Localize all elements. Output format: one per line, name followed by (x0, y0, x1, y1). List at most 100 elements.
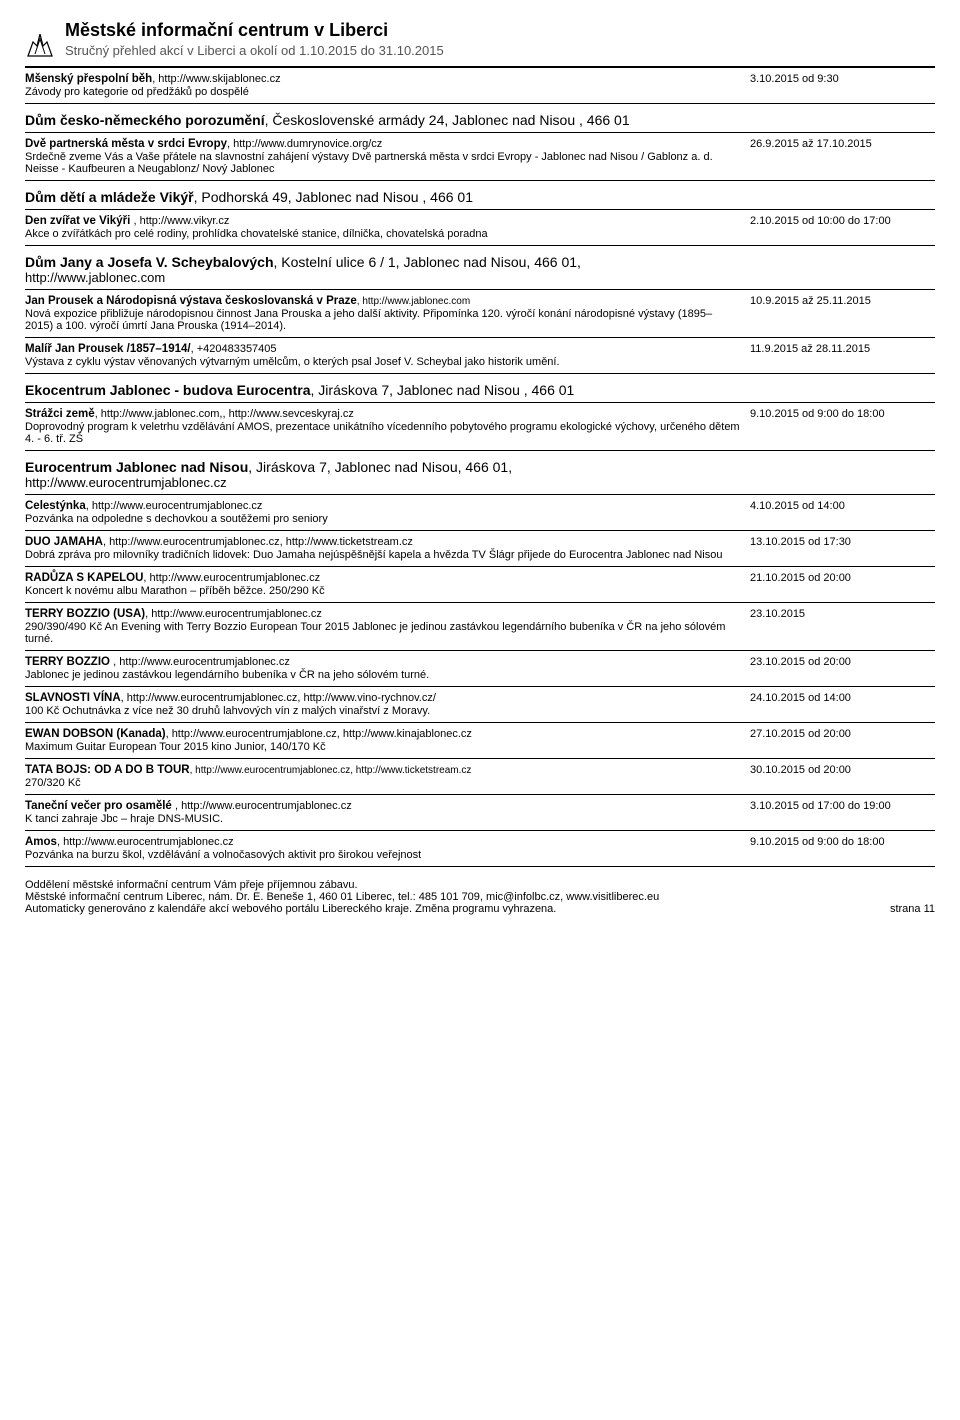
event-row: Mšenský přespolní běh, http://www.skijab… (25, 68, 935, 104)
event-content: DUO JAMAHA, http://www.eurocentrumjablon… (25, 536, 750, 561)
event-content: Jan Prousek a Národopisná výstava českos… (25, 295, 750, 332)
footer-text: Oddělení městské informační centrum Vám … (25, 879, 890, 915)
event-desc: Pozvánka na burzu škol, vzdělávání a vol… (25, 849, 740, 861)
event-desc: Nová expozice přibližuje národopisnou či… (25, 308, 740, 332)
event-url: , http://www.eurocentrumjablonec.cz (143, 572, 320, 584)
event-title: Jan Prousek a Národopisná výstava českos… (25, 295, 357, 307)
event-content: Den zvířat ve Vikýři , http://www.vikyr.… (25, 215, 750, 240)
event-title: Celestýnka (25, 500, 86, 512)
event-title: TERRY BOZZIO (25, 656, 113, 668)
event-row: SLAVNOSTI VÍNA, http://www.eurocentrumja… (25, 687, 935, 723)
event-title: Dvě partnerská města v srdci Evropy (25, 138, 227, 150)
event-row: DUO JAMAHA, http://www.eurocentrumjablon… (25, 531, 935, 567)
event-content: EWAN DOBSON (Kanada), http://www.eurocen… (25, 728, 750, 753)
event-row: Jan Prousek a Národopisná výstava českos… (25, 290, 935, 338)
venue-header: Eurocentrum Jablonec nad Nisou, Jiráskov… (25, 451, 935, 495)
venue-name: Dům dětí a mládeže Vikýř (25, 189, 194, 205)
event-url: , http://www.eurocentrumjablonec.cz (57, 836, 234, 848)
event-desc: 270/320 Kč (25, 777, 740, 789)
event-date: 21.10.2015 od 20:00 (750, 572, 935, 597)
event-content: Mšenský přespolní běh, http://www.skijab… (25, 73, 750, 98)
event-title: Den zvířat ve Vikýři (25, 215, 133, 227)
venue-link: http://www.eurocentrumjablonec.cz (25, 475, 935, 490)
event-url: , +420483357405 (191, 343, 277, 355)
event-row: RADŮZA S KAPELOU, http://www.eurocentrum… (25, 567, 935, 603)
event-date: 3.10.2015 od 17:00 do 19:00 (750, 800, 935, 825)
event-content: Celestýnka, http://www.eurocentrumjablon… (25, 500, 750, 525)
event-title: EWAN DOBSON (Kanada) (25, 728, 166, 740)
event-row: Celestýnka, http://www.eurocentrumjablon… (25, 495, 935, 531)
event-desc: 100 Kč Ochutnávka z více než 30 druhů la… (25, 705, 740, 717)
event-date: 24.10.2015 od 14:00 (750, 692, 935, 717)
event-url: , http://www.jablonec.com,, http://www.s… (95, 408, 354, 420)
footer-line3: Automaticky generováno z kalendáře akcí … (25, 903, 890, 915)
event-row: Strážci země, http://www.jablonec.com,, … (25, 403, 935, 451)
event-title: Malíř Jan Prousek /1857–1914/ (25, 343, 191, 355)
event-desc: Akce o zvířátkách pro celé rodiny, prohl… (25, 228, 740, 240)
venue-address: , Kostelní ulice 6 / 1, Jablonec nad Nis… (274, 254, 581, 270)
event-title: TERRY BOZZIO (USA) (25, 608, 145, 620)
venue-header: Dům dětí a mládeže Vikýř, Podhorská 49, … (25, 181, 935, 210)
event-url: , http://www.vikyr.cz (133, 215, 229, 227)
event-desc: Jablonec je jedinou zastávkou legendární… (25, 669, 740, 681)
event-content: Amos, http://www.eurocentrumjablonec.czP… (25, 836, 750, 861)
event-date: 23.10.2015 (750, 608, 935, 645)
event-content: Malíř Jan Prousek /1857–1914/, +42048335… (25, 343, 750, 368)
event-row: Den zvířat ve Vikýři , http://www.vikyr.… (25, 210, 935, 246)
event-content: SLAVNOSTI VÍNA, http://www.eurocentrumja… (25, 692, 750, 717)
event-url: , http://www.eurocentrumjablonec.cz, htt… (103, 536, 413, 548)
event-url: , http://www.eurocentrumjablone.cz, http… (166, 728, 472, 740)
event-content: RADŮZA S KAPELOU, http://www.eurocentrum… (25, 572, 750, 597)
event-date: 26.9.2015 až 17.10.2015 (750, 138, 935, 175)
event-desc: 290/390/490 Kč An Evening with Terry Boz… (25, 621, 740, 645)
event-desc: Maximum Guitar European Tour 2015 kino J… (25, 741, 740, 753)
page-title: Městské informační centrum v Liberci (65, 20, 444, 41)
venue-name: Eurocentrum Jablonec nad Nisou (25, 459, 248, 475)
header-text: Městské informační centrum v Liberci Str… (65, 20, 444, 58)
event-desc: Dobrá zpráva pro milovníky tradičních li… (25, 549, 740, 561)
venue-name: Ekocentrum Jablonec - budova Eurocentra (25, 382, 311, 398)
footer-page: strana 11 (890, 903, 935, 915)
venue-address: , Československé armády 24, Jablonec nad… (265, 112, 630, 128)
venue-address: , Jiráskova 7, Jablonec nad Nisou , 466 … (311, 382, 575, 398)
event-desc: Doprovodný program k veletrhu vzdělávání… (25, 421, 740, 445)
event-date: 10.9.2015 až 25.11.2015 (750, 295, 935, 332)
event-desc: Koncert k novému albu Marathon – příběh … (25, 585, 740, 597)
event-content: Dvě partnerská města v srdci Evropy, htt… (25, 138, 750, 175)
event-row: Taneční večer pro osamělé , http://www.e… (25, 795, 935, 831)
event-url: , http://www.eurocentrumjablonec.cz (86, 500, 263, 512)
event-row: EWAN DOBSON (Kanada), http://www.eurocen… (25, 723, 935, 759)
event-date: 27.10.2015 od 20:00 (750, 728, 935, 753)
page-subtitle: Stručný přehled akcí v Liberci a okolí o… (65, 43, 444, 58)
event-date: 23.10.2015 od 20:00 (750, 656, 935, 681)
event-row: Dvě partnerská města v srdci Evropy, htt… (25, 133, 935, 181)
event-date: 30.10.2015 od 20:00 (750, 764, 935, 789)
event-date: 11.9.2015 až 28.11.2015 (750, 343, 935, 368)
venue-address: , Podhorská 49, Jablonec nad Nisou , 466… (194, 189, 473, 205)
event-url: , http://www.jablonec.com (357, 296, 470, 307)
event-content: TATA BOJS: OD A DO B TOUR, http://www.eu… (25, 764, 750, 789)
event-content: Strážci země, http://www.jablonec.com,, … (25, 408, 750, 445)
event-desc: K tanci zahraje Jbc – hraje DNS-MUSIC. (25, 813, 740, 825)
event-url: , http://www.eurocentrumjablonec.cz (145, 608, 322, 620)
event-title: DUO JAMAHA (25, 536, 103, 548)
event-title: Mšenský přespolní běh (25, 73, 152, 85)
event-date: 9.10.2015 od 9:00 do 18:00 (750, 408, 935, 445)
event-title: RADŮZA S KAPELOU (25, 572, 143, 584)
event-date: 9.10.2015 od 9:00 do 18:00 (750, 836, 935, 861)
event-date: 4.10.2015 od 14:00 (750, 500, 935, 525)
event-content: Taneční večer pro osamělé , http://www.e… (25, 800, 750, 825)
footer-line1: Oddělení městské informační centrum Vám … (25, 879, 890, 891)
venue-header: Ekocentrum Jablonec - budova Eurocentra,… (25, 374, 935, 403)
event-title: SLAVNOSTI VÍNA (25, 692, 121, 704)
event-row: TERRY BOZZIO (USA), http://www.eurocentr… (25, 603, 935, 651)
event-url: , http://www.eurocentrumjablonec.cz, htt… (121, 692, 436, 704)
event-desc: Závody pro kategorie od předžáků po dosp… (25, 86, 740, 98)
logo-icon (25, 24, 55, 60)
venue-link: http://www.jablonec.com (25, 270, 935, 285)
event-title: Amos (25, 836, 57, 848)
event-title: Strážci země (25, 408, 95, 420)
event-desc: Pozvánka na odpoledne s dechovkou a sout… (25, 513, 740, 525)
event-row: TATA BOJS: OD A DO B TOUR, http://www.eu… (25, 759, 935, 795)
event-desc: Výstava z cyklu výstav věnovaných výtvar… (25, 356, 740, 368)
